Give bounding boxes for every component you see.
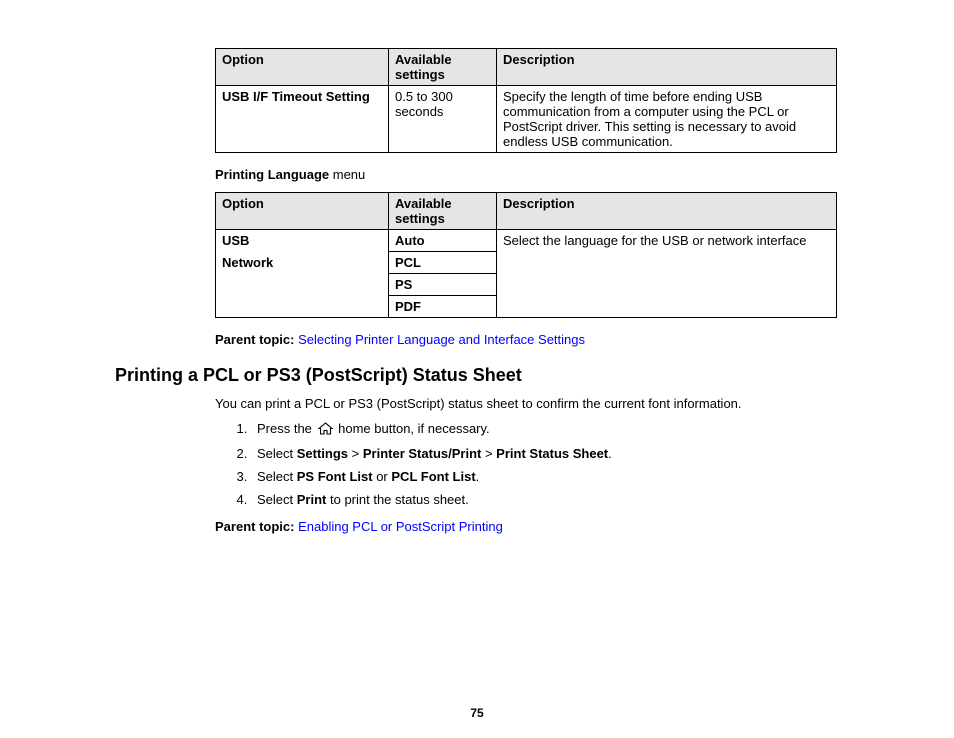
t: Print — [297, 492, 327, 507]
parent-topic-1: Parent topic: Selecting Printer Language… — [215, 332, 839, 347]
t: Select — [257, 469, 297, 484]
menu-label-rest: menu — [329, 167, 365, 182]
header-description: Description — [497, 193, 837, 230]
header-settings: Available settings — [389, 193, 497, 230]
menu-label-bold: Printing Language — [215, 167, 329, 182]
t: Select — [257, 446, 297, 461]
cell-description: Specify the length of time before ending… — [497, 86, 837, 153]
steps-list: Press the home button, if necessary. Sel… — [215, 421, 839, 507]
setting-auto: Auto — [395, 233, 425, 248]
t: or — [373, 469, 392, 484]
step-2: Select Settings > Printer Status/Print >… — [251, 446, 839, 461]
t: . — [608, 446, 612, 461]
t: Print Status Sheet — [496, 446, 608, 461]
table-row: USB Auto Select the language for the USB… — [216, 230, 837, 252]
t: > — [348, 446, 363, 461]
cell-setting: PS — [389, 274, 497, 296]
cell-setting: Auto — [389, 230, 497, 252]
parent-topic-2: Parent topic: Enabling PCL or PostScript… — [215, 519, 839, 534]
t: PS Font List — [297, 469, 373, 484]
content-indent: Option Available settings Description US… — [215, 48, 839, 347]
t: Select — [257, 492, 297, 507]
usb-timeout-table: Option Available settings Description US… — [215, 48, 837, 153]
t: . — [476, 469, 480, 484]
cell-description: Select the language for the USB or netwo… — [497, 230, 837, 318]
option-usb: USB — [222, 233, 249, 248]
header-option: Option — [216, 49, 389, 86]
t: Settings — [297, 446, 348, 461]
setting-pcl: PCL — [395, 255, 421, 270]
printing-language-table: Option Available settings Description US… — [215, 192, 837, 318]
printing-language-menu-label: Printing Language menu — [215, 167, 839, 182]
section-heading: Printing a PCL or PS3 (PostScript) Statu… — [115, 365, 839, 386]
header-description: Description — [497, 49, 837, 86]
header-option: Option — [216, 193, 389, 230]
table-row: USB I/F Timeout Setting 0.5 to 300 secon… — [216, 86, 837, 153]
parent-topic-label: Parent topic: — [215, 519, 298, 534]
t: to print the status sheet. — [326, 492, 468, 507]
step1-text-b: home button, if necessary. — [335, 421, 490, 436]
cell-option: USB — [216, 230, 389, 252]
header-settings: Available settings — [389, 49, 497, 86]
setting-pdf: PDF — [395, 299, 421, 314]
t: > — [481, 446, 496, 461]
step-3: Select PS Font List or PCL Font List. — [251, 469, 839, 484]
setting-ps: PS — [395, 277, 412, 292]
parent-topic-link[interactable]: Enabling PCL or PostScript Printing — [298, 519, 503, 534]
home-icon — [318, 422, 333, 438]
table-header-row: Option Available settings Description — [216, 49, 837, 86]
step-4: Select Print to print the status sheet. — [251, 492, 839, 507]
cell-setting: PDF — [389, 296, 497, 318]
t: PCL Font List — [391, 469, 475, 484]
cell-setting: PCL — [389, 252, 497, 274]
step-1: Press the home button, if necessary. — [251, 421, 839, 438]
table-header-row: Option Available settings Description — [216, 193, 837, 230]
cell-option: Network — [216, 252, 389, 318]
intro-text: You can print a PCL or PS3 (PostScript) … — [215, 396, 839, 411]
t: Printer Status/Print — [363, 446, 481, 461]
cell-settings: 0.5 to 300 seconds — [389, 86, 497, 153]
page-number: 75 — [0, 706, 954, 720]
option-text: USB I/F Timeout Setting — [222, 89, 370, 104]
option-network: Network — [222, 255, 273, 270]
cell-option: USB I/F Timeout Setting — [216, 86, 389, 153]
page-content: Option Available settings Description US… — [0, 0, 954, 534]
step1-text-a: Press the — [257, 421, 316, 436]
parent-topic-link[interactable]: Selecting Printer Language and Interface… — [298, 332, 585, 347]
parent-topic-label: Parent topic: — [215, 332, 298, 347]
section-body: You can print a PCL or PS3 (PostScript) … — [215, 396, 839, 534]
